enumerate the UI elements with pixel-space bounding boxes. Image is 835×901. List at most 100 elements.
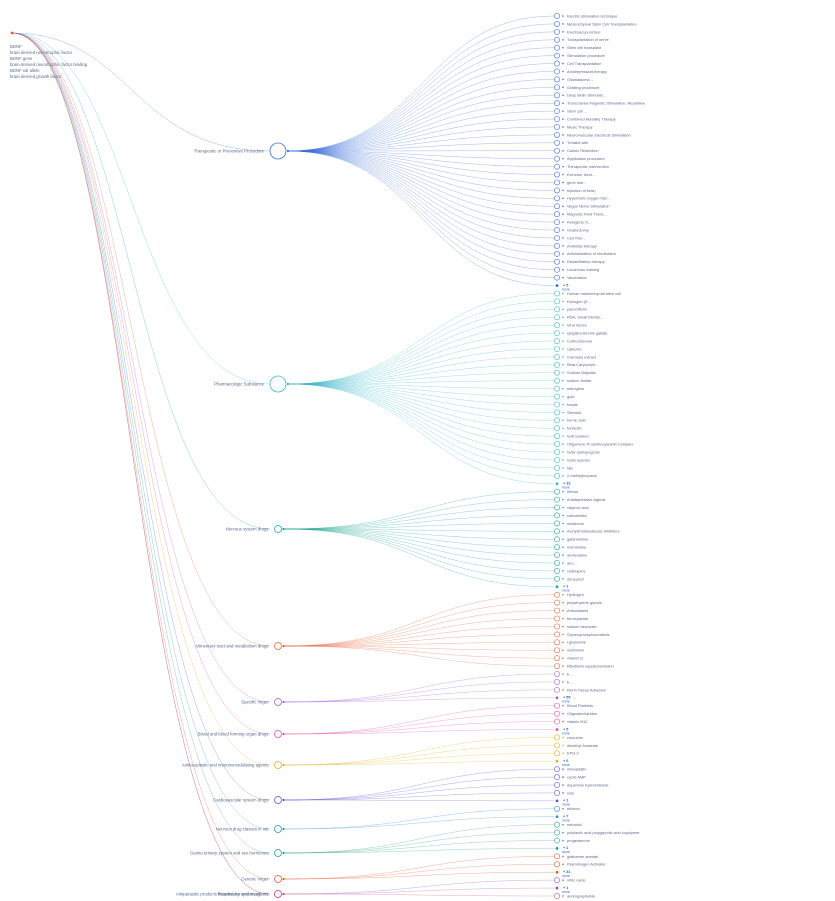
child-expand-dot[interactable] — [562, 514, 564, 517]
child-node-sodium-benzoate[interactable] — [554, 623, 560, 630]
more-count[interactable]: + 1 — [563, 886, 568, 890]
child-node-injection-of-brain[interactable] — [554, 187, 560, 194]
category-node-alimentary-tract-and-metabolism-drugs[interactable] — [274, 642, 282, 650]
more-count[interactable]: + 1 — [563, 585, 568, 589]
category-node-genito-urinary-system-and-sex-hormones[interactable] — [274, 849, 282, 857]
child-node-simvastatin[interactable] — [554, 766, 560, 773]
child-node-administration-of-medication[interactable] — [554, 250, 560, 257]
child-expand-dot[interactable] — [562, 308, 564, 311]
child-node-vaccination[interactable] — [554, 274, 560, 281]
child-expand-dot[interactable] — [562, 149, 564, 152]
child-node-polyethylene-glycols[interactable] — [554, 599, 560, 606]
child-node-epo-2[interactable] — [554, 750, 560, 757]
child-expand-dot[interactable] — [562, 268, 564, 271]
child-expand-dot[interactable] — [562, 593, 564, 596]
child-node-riboflavin-supplementation[interactable] — [554, 663, 560, 669]
child-node-talc[interactable] — [554, 464, 560, 471]
child-expand-dot[interactable] — [562, 118, 564, 120]
child-expand-dot[interactable] — [562, 126, 564, 128]
category-expand-dot[interactable] — [282, 644, 285, 648]
child-expand-dot[interactable] — [562, 110, 564, 112]
child-node-vitamin-d[interactable] — [554, 655, 560, 662]
child-node-fibrin-tissue-adhesive[interactable] — [554, 686, 560, 693]
child-expand-dot[interactable] — [562, 506, 564, 509]
category-expand-dot[interactable] — [282, 798, 285, 802]
more-label[interactable]: more — [562, 890, 570, 894]
child-node-rubia-species[interactable] — [554, 457, 560, 463]
child-expand-dot[interactable] — [562, 189, 564, 192]
child-expand-dot[interactable] — [562, 62, 564, 65]
child-expand-dot[interactable] — [562, 823, 564, 826]
child-node-glioblastoma[interactable] — [554, 76, 560, 83]
child-expand-dot[interactable] — [562, 411, 564, 414]
child-node-application-procedure[interactable] — [554, 155, 560, 162]
more-count[interactable]: + 1 — [563, 846, 568, 850]
child-node-neuromuscular-electrical-stimulation[interactable] — [554, 132, 560, 138]
child-node-vitamin-b12[interactable] — [554, 718, 560, 725]
child-node-acetylcholinesterase-inhibitors[interactable] — [554, 528, 560, 535]
child-node-hydrogen[interactable] — [554, 591, 560, 598]
more-label[interactable]: more — [562, 819, 570, 823]
child-node-antidepressant-therapy[interactable] — [554, 68, 560, 75]
child-expand-dot[interactable] — [562, 134, 564, 136]
child-expand-dot[interactable] — [562, 768, 564, 770]
child-expand-dot[interactable] — [562, 855, 564, 858]
more-count[interactable]: + 5 — [563, 727, 568, 731]
more-node-genito-urinary-system-and-sex-hormones[interactable] — [555, 847, 559, 850]
child-expand-dot[interactable] — [562, 570, 564, 572]
child-node-memantine[interactable] — [554, 544, 560, 551]
more-label[interactable]: more — [562, 803, 570, 807]
child-expand-dot[interactable] — [562, 459, 564, 461]
child-expand-dot[interactable] — [562, 641, 564, 644]
child-expand-dot[interactable] — [562, 633, 564, 636]
more-node-respiratory-system-agents[interactable] — [555, 886, 559, 890]
child-node-rna-small-interfer[interactable] — [554, 314, 560, 321]
more-label[interactable]: more — [562, 700, 570, 704]
child-node-curcumin[interactable] — [554, 734, 560, 741]
child-node-exercise-aero[interactable] — [554, 171, 560, 178]
category-node-cardiovascular-system-drugs[interactable] — [274, 796, 282, 804]
child-expand-dot[interactable] — [562, 102, 564, 105]
child-expand-dot[interactable] — [562, 744, 564, 747]
child-node-sodium-fonate[interactable] — [554, 377, 560, 384]
child-node-galantamine[interactable] — [554, 536, 560, 543]
child-expand-dot[interactable] — [562, 237, 564, 239]
child-node-sodium-butyrate[interactable] — [554, 369, 560, 376]
child-node-magnetic-field-thera[interactable] — [554, 211, 560, 218]
child-node-cannabidiol[interactable] — [554, 512, 560, 519]
child-node-estradiol[interactable] — [554, 821, 560, 828]
child-node-antidepressive-agents[interactable] — [554, 496, 560, 503]
more-count[interactable]: + 7 — [563, 815, 568, 819]
more-label[interactable]: more — [562, 763, 570, 767]
child-expand-dot[interactable] — [562, 443, 564, 445]
child-node-antibiotic-therapy[interactable] — [554, 243, 560, 249]
child-expand-dot[interactable] — [562, 205, 564, 208]
child-expand-dot[interactable] — [562, 681, 564, 683]
child-node-dimethyl-fumarate[interactable] — [554, 742, 560, 749]
child-node-glycerophosphoinositols[interactable] — [554, 631, 560, 638]
child-node-steroids[interactable] — [554, 409, 560, 416]
more-label[interactable]: more — [562, 731, 570, 735]
child-expand-dot[interactable] — [562, 712, 564, 715]
child-expand-dot[interactable] — [562, 530, 564, 533]
child-node-corticosterone[interactable] — [554, 338, 560, 344]
child-node-human-mesenchymal-stem-cell[interactable] — [554, 290, 560, 297]
child-expand-dot[interactable] — [562, 562, 564, 564]
child-expand-dot[interactable] — [562, 538, 564, 541]
child-node-metformin[interactable] — [554, 647, 560, 654]
child-node-viral-vector[interactable] — [554, 322, 560, 329]
child-node-epigallocatechin-gallate[interactable] — [554, 330, 560, 337]
more-node-nervous-drug-classes-in-vet[interactable] — [555, 815, 559, 819]
child-node-antioxidants[interactable] — [554, 607, 560, 614]
child-node-nitric-oxide[interactable] — [554, 877, 560, 884]
more-node-pharmacologic-substance[interactable] — [555, 482, 559, 486]
child-expand-dot[interactable] — [562, 498, 564, 501]
child-node-paeoniflorin[interactable] — [554, 306, 560, 313]
child-expand-dot[interactable] — [562, 435, 564, 437]
child-node-blood-platelets[interactable] — [554, 702, 560, 709]
child-node-transcranial-magnetic-stimulation-repeti[interactable] — [554, 100, 560, 107]
child-expand-dot[interactable] — [562, 387, 564, 390]
child-expand-dot[interactable] — [562, 23, 564, 25]
child-node-cell-ther[interactable] — [554, 235, 560, 241]
child-expand-dot[interactable] — [562, 245, 564, 247]
